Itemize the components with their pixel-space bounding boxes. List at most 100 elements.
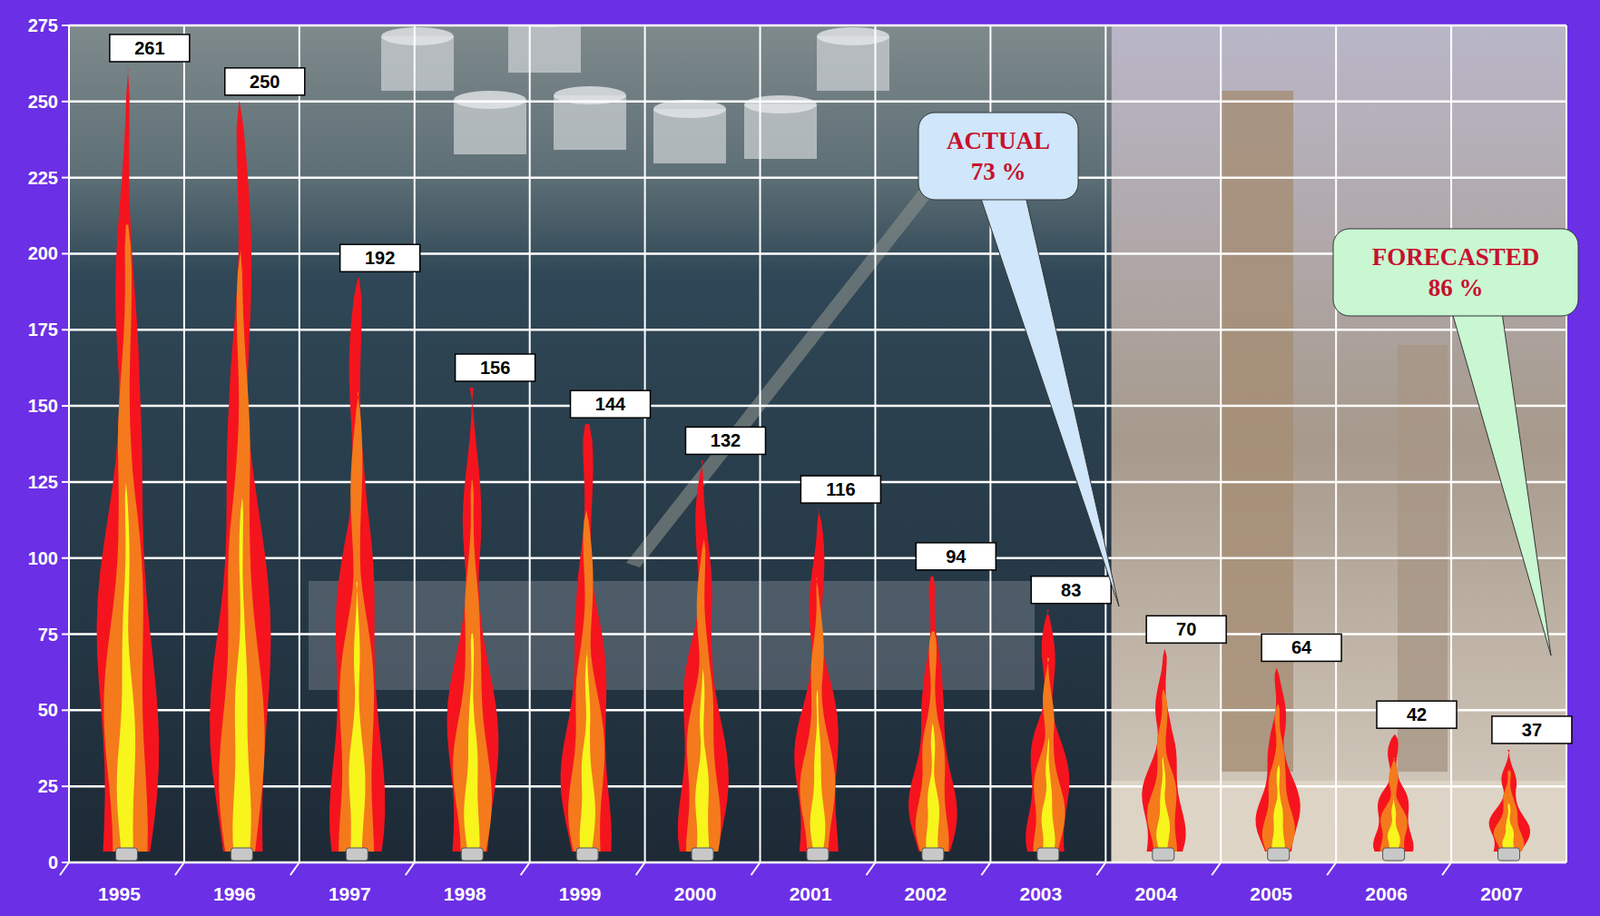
- tick-mark: [175, 862, 185, 875]
- data-label-box: [1376, 700, 1457, 728]
- grid-line: [68, 100, 1567, 104]
- data-label: 250: [249, 71, 280, 92]
- flame-core: [218, 251, 266, 852]
- tick-mark: [1326, 862, 1336, 875]
- annotation: 73 %: [971, 157, 1027, 186]
- grid-line: [644, 25, 647, 863]
- annotation: ACTUAL: [946, 127, 1051, 155]
- burner: [922, 847, 944, 861]
- category-label: 1997: [328, 883, 372, 904]
- flame: [1373, 734, 1414, 852]
- grid-line: [68, 861, 1567, 864]
- tick-label: 75: [38, 624, 59, 645]
- data-label-box: [1261, 633, 1342, 661]
- burner: [230, 847, 253, 861]
- flame-core: [695, 667, 709, 852]
- grid-line: [298, 25, 301, 863]
- flame-core: [799, 578, 835, 853]
- grid-line: [68, 24, 1567, 28]
- tick-mark: [59, 862, 69, 875]
- burner: [1267, 847, 1290, 861]
- flame-core: [1380, 757, 1408, 852]
- grid: [61, 25, 1567, 863]
- flame-core: [232, 499, 251, 852]
- data-label: 144: [595, 393, 627, 414]
- flame-core: [103, 225, 148, 852]
- tick-mark: [1096, 862, 1106, 875]
- tick-mark: [865, 862, 875, 875]
- category-label: 2000: [674, 883, 717, 904]
- flame-core: [349, 581, 366, 852]
- category-label: 1999: [559, 883, 602, 904]
- callout-box: [1333, 228, 1579, 316]
- annotation: 86 %: [1428, 274, 1484, 302]
- grid-line: [68, 404, 1567, 408]
- grid-line: [1219, 25, 1222, 863]
- category-label: 2005: [1249, 883, 1293, 904]
- grid-line: [68, 176, 1567, 179]
- flame: [209, 101, 271, 852]
- axis-line: [68, 861, 1567, 864]
- tick-mark: [520, 862, 531, 875]
- burner: [345, 847, 368, 861]
- flame-core: [686, 539, 721, 852]
- tick-label: 125: [28, 471, 59, 492]
- data-label-box: [455, 353, 536, 382]
- chart-root: 0255075100125150175200225250275261250192…: [0, 0, 1600, 916]
- category-label: 2007: [1480, 883, 1523, 904]
- tick-mark: [61, 404, 69, 407]
- tick-mark: [61, 328, 69, 331]
- flame-core: [338, 392, 374, 852]
- flame-core: [810, 690, 826, 852]
- flame: [908, 576, 958, 852]
- annotation: FORECASTED: [1372, 243, 1541, 271]
- tick-label: 100: [28, 548, 59, 569]
- burner: [115, 847, 138, 861]
- data-label: 94: [945, 546, 967, 567]
- grid-line: [68, 25, 70, 863]
- category-label: 2002: [904, 883, 948, 904]
- flame-core: [1493, 769, 1524, 852]
- tick-mark: [61, 557, 69, 560]
- callout: ACTUAL73 %: [918, 112, 1120, 607]
- callout-box: [918, 112, 1079, 200]
- tick-label: 250: [28, 91, 59, 112]
- tick-mark: [61, 24, 69, 27]
- data-label-box: [800, 475, 881, 503]
- callout-tail: [1452, 312, 1551, 656]
- flame: [560, 423, 612, 852]
- tick-mark: [1442, 862, 1452, 875]
- flame: [677, 460, 729, 852]
- data-label: 132: [710, 430, 741, 451]
- flame-core: [1387, 796, 1401, 853]
- data-label-box: [109, 34, 190, 62]
- tick-label: 175: [28, 319, 59, 340]
- tank-top: [744, 95, 817, 114]
- flame-core: [1032, 657, 1065, 852]
- flame-core: [579, 650, 596, 852]
- data-label-box: [685, 426, 766, 454]
- burner: [691, 847, 714, 861]
- tick-label: 50: [38, 699, 59, 720]
- flame-core: [1262, 704, 1296, 852]
- category-label: 2001: [789, 883, 833, 904]
- grid-line: [413, 25, 416, 863]
- flame: [794, 509, 839, 852]
- flame: [329, 277, 385, 852]
- burner: [1498, 847, 1521, 861]
- data-label: 261: [134, 38, 165, 59]
- grid-line: [183, 25, 186, 863]
- tick-mark: [61, 252, 69, 255]
- flame-core: [117, 482, 136, 852]
- data-label: 70: [1176, 618, 1197, 639]
- category-label: 2006: [1364, 883, 1408, 904]
- flame: [1256, 667, 1301, 852]
- tick-mark: [981, 862, 991, 875]
- flame-core: [1272, 765, 1286, 852]
- grid-line: [1334, 25, 1337, 863]
- category-label: 2003: [1019, 883, 1062, 904]
- burner: [461, 847, 483, 861]
- tick-mark: [61, 100, 69, 103]
- grid-line: [529, 25, 531, 863]
- tick-mark: [61, 708, 69, 711]
